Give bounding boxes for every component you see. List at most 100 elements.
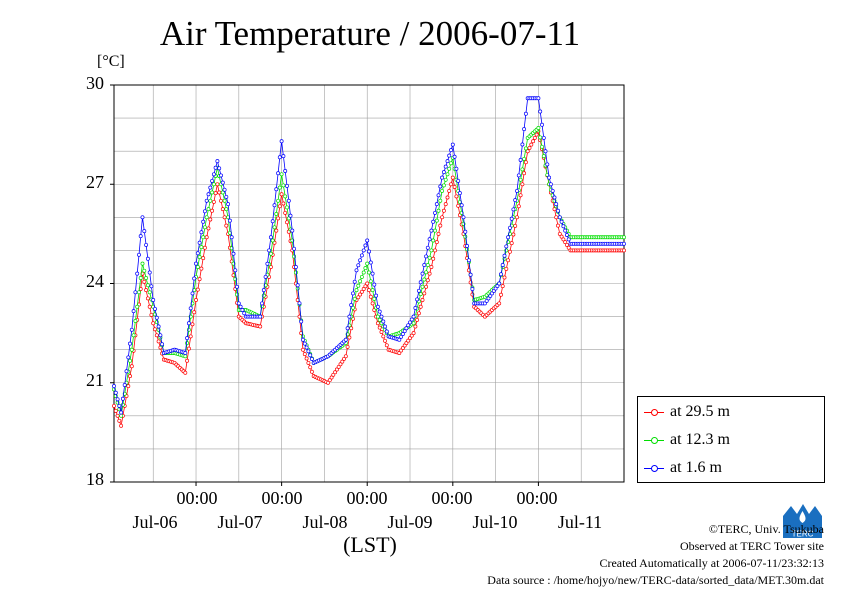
data-point (370, 288, 375, 293)
data-point (375, 304, 380, 309)
data-point (261, 288, 266, 293)
data-point (427, 271, 432, 276)
data-point (345, 344, 350, 349)
data-point (400, 346, 405, 350)
data-point (384, 329, 389, 334)
data-point (220, 207, 225, 212)
data-point (183, 351, 188, 355)
legend-item-29-5m: at 29.5 m (644, 402, 730, 422)
data-point (283, 194, 288, 199)
data-point (349, 326, 354, 331)
data-point (540, 144, 544, 149)
data-point (415, 297, 420, 302)
data-point (281, 154, 286, 159)
data-point (375, 314, 380, 319)
data-point (113, 390, 118, 395)
data-point (436, 231, 441, 236)
data-point (286, 198, 291, 203)
data-point (122, 383, 127, 387)
data-point (459, 203, 464, 208)
data-point (415, 317, 420, 322)
data-point (445, 159, 450, 164)
data-point (206, 226, 211, 231)
data-point (201, 256, 206, 261)
data-point (142, 279, 147, 284)
legend-swatch (644, 435, 664, 445)
data-point (557, 215, 562, 220)
data-point (195, 265, 200, 269)
data-point (499, 292, 503, 297)
data-point (158, 333, 163, 338)
data-point (145, 256, 150, 261)
data-point (520, 167, 525, 172)
data-point (359, 253, 364, 258)
data-point (354, 288, 359, 293)
data-point (431, 219, 436, 224)
data-point (117, 403, 122, 408)
data-point (222, 198, 227, 203)
data-point (493, 286, 498, 291)
data-point (363, 266, 368, 271)
data-point (210, 178, 215, 183)
data-point (509, 241, 514, 246)
data-point (204, 215, 209, 220)
data-point (156, 324, 161, 329)
data-point (304, 345, 309, 350)
data-point (463, 229, 468, 234)
data-point (202, 245, 207, 250)
data-point (208, 198, 213, 203)
data-point (297, 301, 302, 306)
legend-swatch (644, 407, 664, 417)
data-point (336, 364, 341, 369)
data-point (532, 135, 537, 140)
data-point (424, 270, 429, 275)
legend-item-1-6m: at 1.6 m (644, 458, 722, 478)
y-tick-label: 18 (86, 469, 104, 489)
data-point (513, 198, 518, 203)
data-point (126, 384, 131, 389)
data-point (224, 194, 229, 199)
data-point (563, 240, 568, 245)
data-point (540, 122, 544, 127)
data-point (138, 234, 143, 239)
data-point (133, 319, 138, 323)
data-point (356, 283, 361, 288)
data-point (465, 244, 470, 248)
data-point (556, 223, 560, 228)
data-point (447, 166, 452, 171)
x-time-tick: 00:00 (176, 488, 218, 508)
data-point (443, 164, 448, 169)
data-point (564, 233, 569, 237)
data-point (295, 283, 300, 288)
data-point (457, 191, 462, 196)
data-point (192, 310, 197, 315)
data-point (379, 314, 384, 319)
data-point (438, 184, 443, 189)
data-point (147, 270, 152, 275)
data-point (195, 287, 200, 292)
data-point (397, 337, 402, 342)
legend-label: at 1.6 m (670, 459, 722, 476)
data-point (399, 348, 404, 353)
data-point (466, 258, 471, 263)
data-point (268, 235, 273, 240)
x-time-tick: 00:00 (516, 488, 558, 508)
data-point (429, 228, 434, 233)
source-text: Data source : /home/hojyo/new/TERC-data/… (487, 573, 824, 587)
data-point (411, 314, 416, 319)
data-point (299, 319, 304, 324)
data-point (270, 238, 275, 243)
data-point (409, 333, 414, 338)
data-point (286, 216, 291, 221)
x-date-tick: Jul-07 (217, 512, 263, 532)
data-point (138, 276, 143, 280)
data-point (126, 355, 131, 360)
data-point (342, 356, 346, 361)
data-point (183, 354, 188, 359)
data-point (431, 238, 436, 243)
data-point (559, 219, 564, 224)
data-point (411, 331, 416, 336)
data-point (308, 365, 313, 370)
data-point (359, 274, 364, 279)
data-point (208, 217, 213, 222)
